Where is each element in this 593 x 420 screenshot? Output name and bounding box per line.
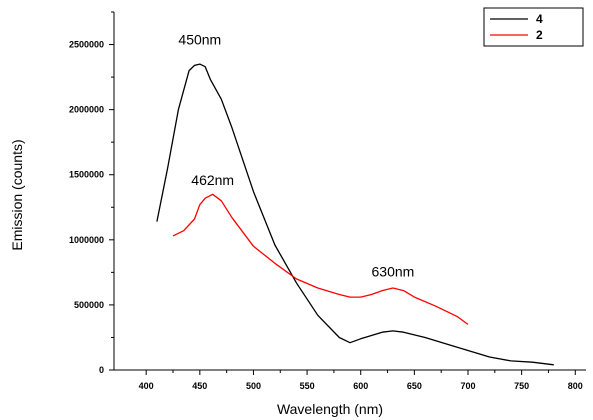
series-line-4 <box>156 63 554 366</box>
annotations: 450nm 462nm 630nm <box>178 32 414 280</box>
y-tick-label: 1000000 <box>69 235 104 245</box>
y-tick-label: 0 <box>99 365 104 375</box>
legend-label-4: 4 <box>536 12 543 26</box>
legend-label-2: 2 <box>536 28 543 42</box>
annotation-label: 450nm <box>178 32 221 48</box>
y-tick-label: 2500000 <box>69 40 104 50</box>
legend: 4 2 <box>483 7 584 47</box>
x-ticks: 400 450 500 550 600 650 700 750 800 <box>139 370 583 391</box>
y-axis-title: Emission (counts) <box>9 139 25 250</box>
x-tick-label: 700 <box>460 381 475 391</box>
x-tick-label: 400 <box>139 381 154 391</box>
y-tick-label: 500000 <box>74 300 104 310</box>
x-tick-label: 500 <box>246 381 261 391</box>
y-tick-label: 1500000 <box>69 170 104 180</box>
series-line-2 <box>172 193 469 325</box>
y-tick-label: 2000000 <box>69 105 104 115</box>
x-axis-title: Wavelength (nm) <box>277 401 383 417</box>
x-tick-label: 800 <box>568 381 583 391</box>
y-ticks: 0 500000 1000000 1500000 2000000 2500000 <box>69 11 114 375</box>
x-tick-label: 550 <box>300 381 315 391</box>
x-tick-label: 450 <box>192 381 207 391</box>
x-tick-label: 750 <box>514 381 529 391</box>
legend-box <box>483 7 584 47</box>
x-tick-label: 600 <box>353 381 368 391</box>
axes: 400 450 500 550 600 650 700 750 800 0 500000 10000… <box>69 11 586 391</box>
annotation-label: 630nm <box>372 263 415 279</box>
x-tick-label: 650 <box>407 381 422 391</box>
series-layer <box>156 63 554 366</box>
annotation-label: 462nm <box>191 172 234 188</box>
